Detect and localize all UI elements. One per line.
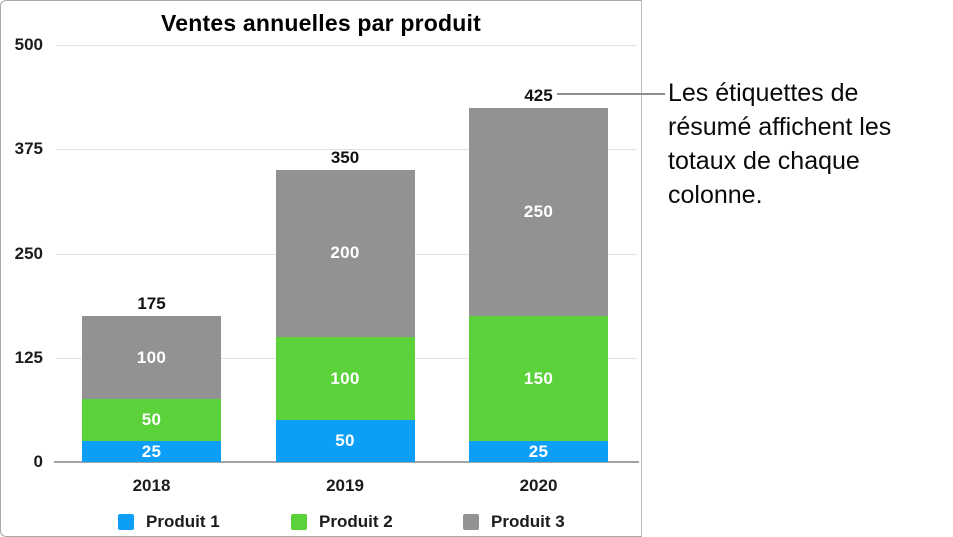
bar-segment-2019-produit-1: 50	[275, 420, 415, 462]
legend-swatch-2	[291, 513, 307, 530]
chart-panel: Ventes annuelles par produit 0 125 250 375 5…	[0, 0, 642, 537]
legend-swatch-1	[118, 513, 134, 530]
bar-segment-2019-produit-2: 100	[275, 336, 415, 421]
y-axis-tick-500: 500	[14, 35, 43, 54]
segment-value-label: 50	[335, 431, 355, 451]
legend-swatch-3	[463, 513, 479, 530]
bar-segment-2018-produit-2: 50	[82, 399, 221, 442]
legend-label: Produit 1	[146, 511, 220, 531]
segment-value-label: 100	[136, 347, 167, 367]
legend-label: Produit 3	[491, 511, 565, 531]
bar-segment-2020-produit-1: 25	[469, 441, 608, 462]
x-axis-label-2019: 2019	[326, 476, 364, 495]
grid-line-375	[56, 149, 637, 151]
callout-line	[557, 93, 665, 95]
x-axis-line	[54, 461, 639, 463]
bar-segment-2020-produit-2: 150	[469, 316, 608, 442]
segment-value-label: 100	[330, 368, 360, 388]
segment-value-label: 50	[141, 410, 162, 430]
segment-value-label: 25	[141, 441, 162, 461]
legend-item-produit-2: Produit 2	[291, 511, 393, 531]
grid-line-500	[56, 45, 637, 46]
segment-value-label: 200	[330, 243, 360, 263]
column-total-label-2018: 175	[137, 294, 166, 314]
y-axis-tick-0: 0	[33, 452, 43, 471]
callout-text: Les étiquettes de résumé affichent les t…	[668, 79, 892, 209]
bar-segment-2018-produit-3: 100	[82, 316, 221, 400]
x-axis-label-2018: 2018	[132, 476, 171, 495]
x-axis-label-2020: 2020	[519, 476, 558, 495]
segment-value-label: 25	[528, 441, 549, 461]
y-axis-tick-375: 375	[14, 139, 43, 159]
chart-title: Ventes annuelles par produit	[160, 10, 481, 36]
legend-label: Produit 2	[319, 511, 393, 531]
bar-segment-2018-produit-1: 25	[82, 441, 221, 462]
y-axis-tick-125: 125	[14, 347, 43, 367]
segment-value-label: 250	[523, 201, 554, 221]
legend-item-produit-3: Produit 3	[463, 511, 565, 531]
column-total-label-2019: 350	[330, 148, 360, 168]
segment-value-label: 150	[523, 368, 554, 388]
y-axis-tick-250: 250	[14, 243, 43, 263]
bar-segment-2020-produit-3: 250	[469, 107, 608, 317]
legend-item-produit-1: Produit 1	[118, 511, 220, 531]
column-total-label-2020: 425	[524, 85, 553, 105]
bar-segment-2019-produit-3: 200	[275, 170, 415, 337]
